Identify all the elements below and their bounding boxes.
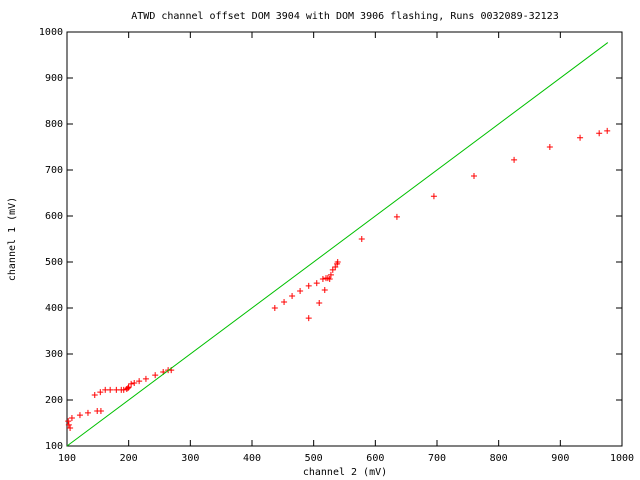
plot-border — [66, 31, 623, 447]
x-tick-label: 200 — [120, 453, 138, 464]
data-point — [577, 134, 584, 141]
data-point — [334, 259, 341, 265]
data-point — [313, 280, 320, 287]
x-tick-label: 500 — [305, 453, 323, 464]
y-tick-label: 100 — [45, 441, 63, 452]
x-tick-label: 900 — [551, 453, 569, 464]
data-point — [76, 412, 83, 419]
data-point — [136, 378, 143, 385]
data-point — [125, 385, 132, 392]
data-point — [430, 193, 437, 200]
data-point — [91, 391, 98, 398]
data-point — [120, 386, 127, 393]
chart-title: ATWD channel offset DOM 3904 with DOM 39… — [131, 11, 558, 22]
y-tick-label: 600 — [45, 211, 63, 222]
data-point — [332, 264, 339, 271]
y-tick-label: 400 — [45, 303, 63, 314]
x-tick-label: 600 — [366, 453, 384, 464]
data-point — [546, 144, 553, 150]
x-tick-label: 100 — [58, 453, 76, 464]
data-point — [471, 172, 477, 179]
data-point — [65, 421, 72, 428]
data-point — [604, 127, 611, 134]
x-tick-label: 1000 — [610, 453, 634, 464]
y-tick-label: 900 — [45, 73, 63, 84]
data-point — [305, 282, 312, 289]
y-tick-label: 300 — [45, 349, 63, 360]
y-tick-label: 800 — [45, 119, 63, 130]
data-point — [596, 130, 603, 137]
data-point — [67, 425, 74, 432]
data-point — [84, 409, 91, 416]
data-line — [66, 42, 609, 447]
data-point — [152, 372, 159, 379]
data-point — [97, 389, 104, 396]
y-tick-label: 500 — [45, 257, 63, 268]
data-point — [131, 379, 138, 386]
data-point — [358, 236, 365, 242]
data-point — [97, 408, 104, 415]
data-point — [321, 287, 328, 294]
data-point — [289, 293, 296, 300]
data-point — [281, 299, 288, 306]
data-point — [393, 213, 400, 220]
data-point — [297, 287, 304, 294]
data-point — [327, 271, 334, 278]
x-axis-label: channel 2 (mV) — [303, 467, 387, 478]
y-tick-label: 1000 — [39, 27, 63, 38]
data-point — [326, 276, 333, 283]
data-point — [316, 299, 323, 306]
y-axis-label: channel 1 (mV) — [7, 197, 18, 281]
data-point — [271, 305, 278, 311]
x-tick-label: 800 — [490, 453, 508, 464]
data-point — [511, 156, 518, 163]
data-point — [107, 386, 114, 393]
x-tick-label: 400 — [243, 453, 261, 464]
x-tick-label: 700 — [428, 453, 446, 464]
y-tick-label: 200 — [45, 395, 63, 406]
data-point — [125, 384, 132, 391]
data-point — [65, 418, 72, 425]
y-tick-label: 700 — [45, 165, 63, 176]
data-point — [68, 414, 75, 421]
x-tick-label: 300 — [181, 453, 199, 464]
data-point — [128, 380, 135, 387]
data-point — [319, 276, 326, 283]
data-point — [142, 375, 149, 382]
data-point — [305, 315, 312, 322]
